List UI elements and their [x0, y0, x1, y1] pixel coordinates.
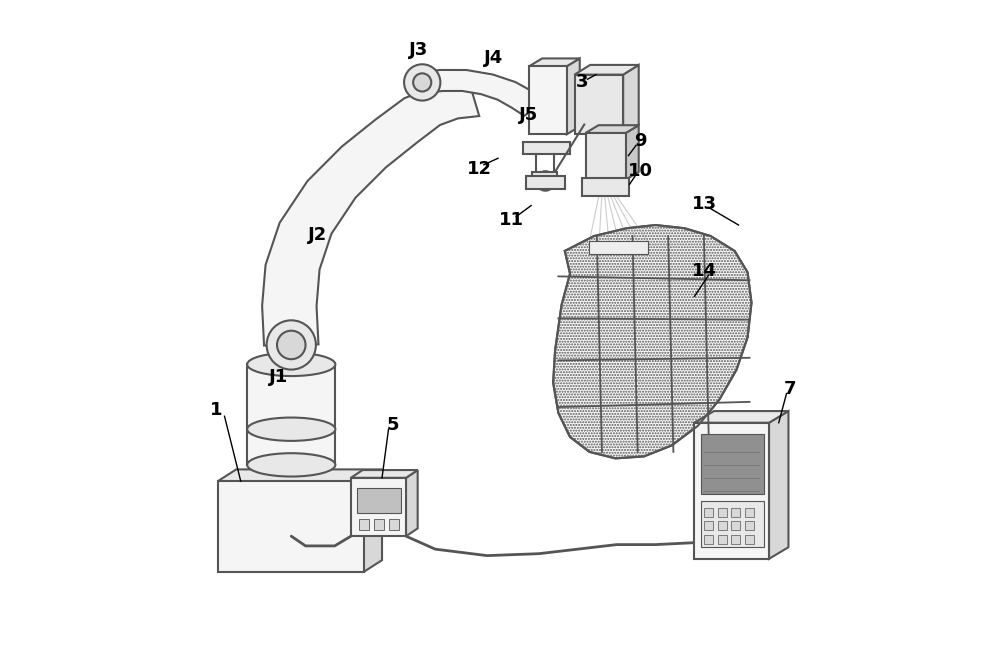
- Polygon shape: [694, 411, 788, 422]
- Polygon shape: [364, 469, 382, 572]
- Bar: [701, 434, 764, 494]
- Bar: [357, 488, 401, 514]
- Text: 13: 13: [692, 195, 717, 213]
- Bar: [374, 519, 384, 530]
- Ellipse shape: [413, 74, 431, 92]
- Bar: [694, 422, 769, 559]
- Text: J3: J3: [409, 41, 429, 59]
- Bar: [704, 521, 713, 531]
- Polygon shape: [247, 365, 335, 465]
- Bar: [523, 142, 570, 154]
- Ellipse shape: [247, 453, 335, 477]
- Ellipse shape: [267, 320, 316, 370]
- Bar: [718, 535, 727, 544]
- Bar: [586, 133, 626, 180]
- Bar: [718, 521, 727, 531]
- Text: 5: 5: [386, 416, 399, 434]
- Bar: [575, 75, 623, 134]
- Text: 3: 3: [575, 73, 588, 90]
- Polygon shape: [567, 59, 580, 134]
- Text: 10: 10: [628, 162, 653, 180]
- Text: 11: 11: [499, 212, 524, 230]
- Bar: [701, 501, 764, 547]
- Bar: [704, 508, 713, 517]
- Bar: [745, 535, 754, 544]
- Bar: [359, 519, 369, 530]
- Text: 9: 9: [634, 132, 646, 150]
- Text: J4: J4: [484, 49, 503, 68]
- Bar: [704, 535, 713, 544]
- Text: 7: 7: [784, 380, 797, 398]
- Bar: [218, 481, 364, 572]
- Polygon shape: [575, 65, 639, 75]
- Ellipse shape: [277, 331, 306, 359]
- Polygon shape: [351, 470, 418, 478]
- Bar: [731, 521, 740, 531]
- Ellipse shape: [404, 64, 440, 100]
- Bar: [351, 478, 406, 536]
- Bar: [526, 176, 565, 189]
- Polygon shape: [529, 59, 580, 66]
- Bar: [529, 66, 567, 134]
- Bar: [745, 521, 754, 531]
- Polygon shape: [262, 81, 479, 346]
- Bar: [745, 508, 754, 517]
- Polygon shape: [586, 125, 639, 133]
- Bar: [389, 519, 399, 530]
- Polygon shape: [623, 65, 639, 134]
- Ellipse shape: [247, 353, 335, 376]
- Bar: [589, 242, 648, 254]
- Polygon shape: [553, 225, 752, 458]
- Text: 1: 1: [210, 401, 222, 419]
- Bar: [582, 178, 629, 196]
- Polygon shape: [769, 411, 788, 559]
- Text: J1: J1: [269, 368, 288, 386]
- Bar: [718, 508, 727, 517]
- Bar: [532, 172, 557, 178]
- Polygon shape: [406, 470, 418, 536]
- Text: 12: 12: [467, 159, 492, 178]
- Bar: [731, 508, 740, 517]
- Polygon shape: [626, 125, 639, 180]
- Polygon shape: [420, 70, 547, 116]
- Bar: [731, 535, 740, 544]
- Text: J5: J5: [519, 106, 538, 124]
- Ellipse shape: [536, 171, 555, 191]
- Ellipse shape: [247, 417, 335, 441]
- Text: 14: 14: [692, 262, 717, 280]
- Polygon shape: [218, 469, 382, 481]
- Text: J2: J2: [308, 226, 327, 243]
